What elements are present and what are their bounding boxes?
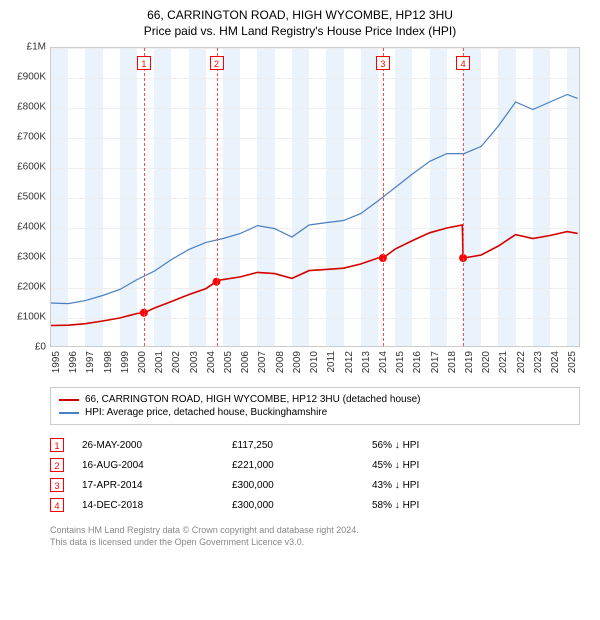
x-axis-label: 2004 — [206, 351, 217, 381]
sale-row: 2 16-AUG-2004£221,00045% ↓ HPI — [50, 455, 580, 475]
sale-marker-badge: 4 — [456, 56, 470, 70]
sale-marker-badge: 3 — [376, 56, 390, 70]
legend-swatch-hpi — [59, 412, 79, 414]
sale-row: 1 26-MAY-2000£117,25056% ↓ HPI — [50, 435, 580, 455]
sale-marker-line — [217, 48, 218, 346]
x-axis-label: 2011 — [326, 351, 337, 381]
sale-hpi-relative: 58% ↓ HPI — [372, 500, 580, 511]
x-axis-label: 2000 — [137, 351, 148, 381]
title-line-1: 66, CARRINGTON ROAD, HIGH WYCOMBE, HP12 … — [12, 8, 588, 24]
x-axis-label: 1999 — [120, 351, 131, 381]
sale-date: 14-DEC-2018 — [82, 500, 232, 511]
sale-hpi-relative: 45% ↓ HPI — [372, 460, 580, 471]
y-axis-label: £1M — [12, 42, 46, 53]
footer: Contains HM Land Registry data © Crown c… — [50, 525, 580, 548]
x-axis-label: 2017 — [430, 351, 441, 381]
chart-container: 66, CARRINGTON ROAD, HIGH WYCOMBE, HP12 … — [0, 0, 600, 559]
x-axis-label: 1997 — [85, 351, 96, 381]
sale-row: 4 14-DEC-2018£300,00058% ↓ HPI — [50, 495, 580, 515]
legend-label-price: 66, CARRINGTON ROAD, HIGH WYCOMBE, HP12 … — [85, 394, 420, 405]
legend: 66, CARRINGTON ROAD, HIGH WYCOMBE, HP12 … — [50, 387, 580, 425]
sale-price: £117,250 — [232, 440, 372, 451]
x-axis-label: 2024 — [550, 351, 561, 381]
sale-marker-line — [383, 48, 384, 346]
x-axis-label: 2019 — [464, 351, 475, 381]
sale-number-badge: 1 — [50, 438, 64, 452]
line-svg — [51, 48, 580, 347]
chart-title: 66, CARRINGTON ROAD, HIGH WYCOMBE, HP12 … — [12, 8, 588, 39]
x-axis-label: 2025 — [567, 351, 578, 381]
sale-marker-badge: 2 — [210, 56, 224, 70]
sale-number-badge: 4 — [50, 498, 64, 512]
x-axis-label: 1995 — [51, 351, 62, 381]
x-axis-label: 2008 — [275, 351, 286, 381]
sale-marker-line — [144, 48, 145, 346]
legend-label-hpi: HPI: Average price, detached house, Buck… — [85, 407, 327, 418]
sale-price: £221,000 — [232, 460, 372, 471]
sale-date: 16-AUG-2004 — [82, 460, 232, 471]
sale-hpi-relative: 43% ↓ HPI — [372, 480, 580, 491]
x-axis-label: 2013 — [361, 351, 372, 381]
y-axis-label: £200K — [12, 282, 46, 293]
x-axis-label: 2023 — [533, 351, 544, 381]
footer-line-1: Contains HM Land Registry data © Crown c… — [50, 525, 580, 537]
y-axis-label: £600K — [12, 162, 46, 173]
legend-swatch-price — [59, 399, 79, 401]
x-axis-label: 2021 — [498, 351, 509, 381]
legend-row-price: 66, CARRINGTON ROAD, HIGH WYCOMBE, HP12 … — [59, 393, 571, 406]
y-axis-label: £800K — [12, 102, 46, 113]
x-axis-label: 2012 — [344, 351, 355, 381]
sale-hpi-relative: 56% ↓ HPI — [372, 440, 580, 451]
y-axis-label: £500K — [12, 192, 46, 203]
x-axis-label: 2010 — [309, 351, 320, 381]
sale-number-badge: 3 — [50, 478, 64, 492]
x-axis-label: 2001 — [154, 351, 165, 381]
sale-marker-line — [463, 48, 464, 346]
x-axis-label: 2015 — [395, 351, 406, 381]
y-axis-label: £300K — [12, 252, 46, 263]
sale-price: £300,000 — [232, 480, 372, 491]
sale-marker-badge: 1 — [137, 56, 151, 70]
y-axis-label: £900K — [12, 72, 46, 83]
chart-area: 1234 £0£100K£200K£300K£400K£500K£600K£70… — [50, 47, 580, 347]
legend-row-hpi: HPI: Average price, detached house, Buck… — [59, 406, 571, 419]
y-axis-label: £100K — [12, 312, 46, 323]
x-axis-label: 2007 — [257, 351, 268, 381]
x-axis-label: 2009 — [292, 351, 303, 381]
x-axis-label: 2016 — [412, 351, 423, 381]
plot-area: 1 2 3 4 — [50, 47, 580, 347]
x-axis-label: 2003 — [189, 351, 200, 381]
y-axis-label: £400K — [12, 222, 46, 233]
footer-line-2: This data is licensed under the Open Gov… — [50, 537, 580, 549]
y-axis-label: £0 — [12, 342, 46, 353]
x-axis-label: 2005 — [223, 351, 234, 381]
x-axis-label: 2020 — [481, 351, 492, 381]
sale-date: 26-MAY-2000 — [82, 440, 232, 451]
y-axis-label: £700K — [12, 132, 46, 143]
x-axis-label: 2022 — [516, 351, 527, 381]
x-axis-label: 1998 — [103, 351, 114, 381]
title-line-2: Price paid vs. HM Land Registry's House … — [12, 24, 588, 40]
x-axis-label: 2006 — [240, 351, 251, 381]
sale-price: £300,000 — [232, 500, 372, 511]
sales-table: 1 26-MAY-2000£117,25056% ↓ HPI 2 16-AUG-200… — [50, 435, 580, 515]
x-axis-label: 1996 — [68, 351, 79, 381]
x-axis-label: 2018 — [447, 351, 458, 381]
x-axis-label: 2014 — [378, 351, 389, 381]
x-axis-label: 2002 — [171, 351, 182, 381]
sale-date: 17-APR-2014 — [82, 480, 232, 491]
sale-row: 3 17-APR-2014£300,00043% ↓ HPI — [50, 475, 580, 495]
sale-number-badge: 2 — [50, 458, 64, 472]
